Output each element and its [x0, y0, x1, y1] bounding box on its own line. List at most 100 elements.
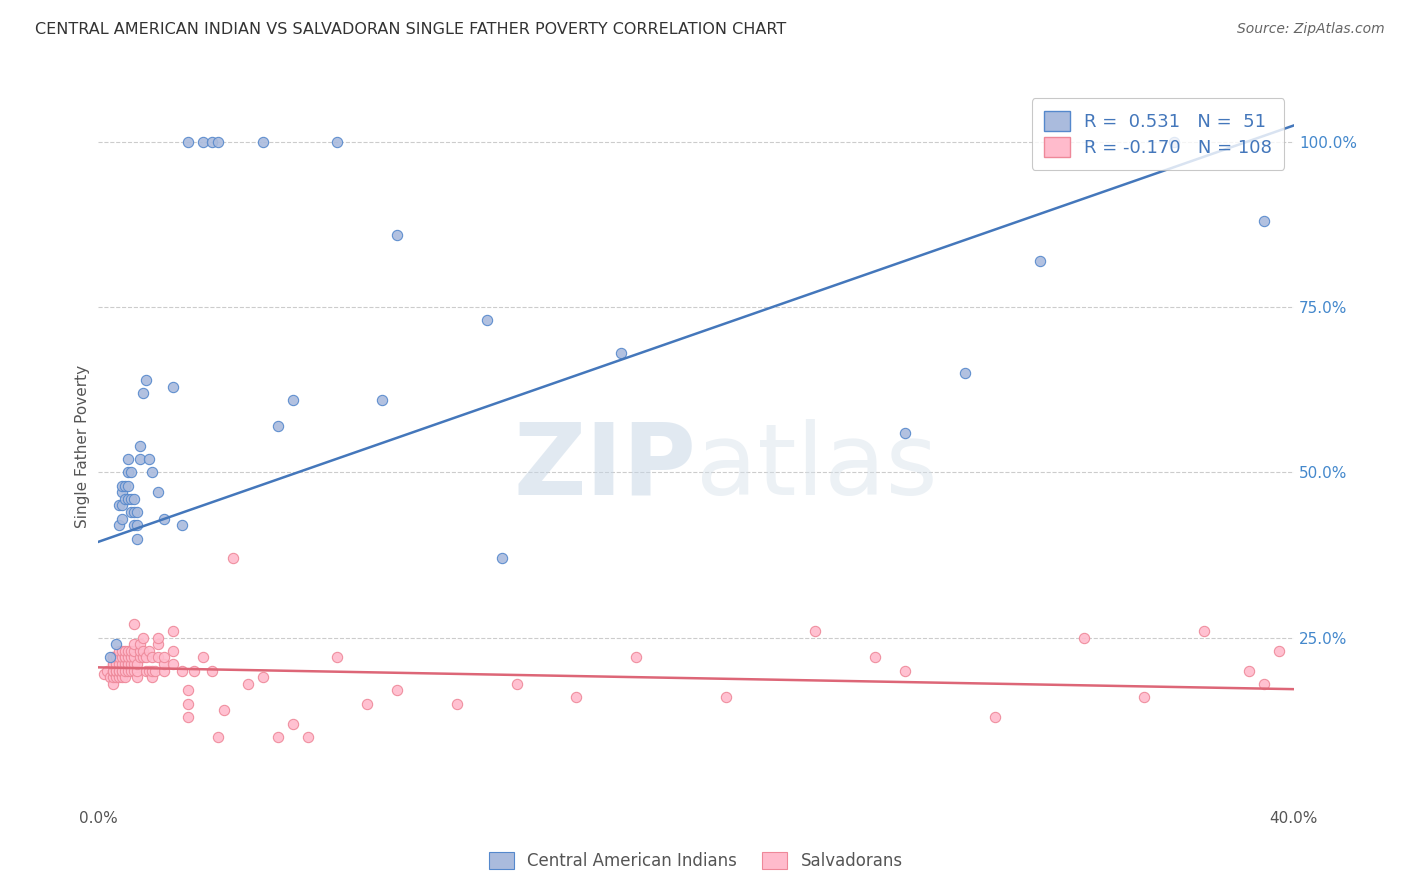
Point: [236, 677, 259, 691]
Point: [1163, 135, 1185, 149]
Point: [120, 644, 142, 658]
Point: [141, 670, 163, 684]
Point: [143, 664, 166, 678]
Point: [1253, 214, 1275, 228]
Point: [108, 670, 131, 684]
Point: [124, 518, 146, 533]
Point: [129, 439, 152, 453]
Point: [953, 367, 976, 381]
Point: [172, 518, 194, 533]
Point: [201, 664, 224, 678]
Point: [177, 710, 200, 724]
Point: [114, 650, 136, 665]
Point: [105, 657, 128, 671]
Point: [103, 664, 125, 678]
Point: [105, 664, 128, 678]
Point: [207, 730, 229, 744]
Point: [111, 670, 134, 684]
Point: [281, 392, 304, 407]
Point: [103, 657, 125, 671]
Point: [212, 703, 235, 717]
Point: [105, 650, 128, 665]
Point: [385, 683, 409, 698]
Point: [111, 664, 134, 678]
Text: CENTRAL AMERICAN INDIAN VS SALVADORAN SINGLE FATHER POVERTY CORRELATION CHART: CENTRAL AMERICAN INDIAN VS SALVADORAN SI…: [35, 22, 786, 37]
Point: [865, 650, 887, 665]
Point: [153, 664, 176, 678]
Point: [114, 670, 136, 684]
Text: atlas: atlas: [696, 419, 938, 516]
Point: [191, 135, 214, 149]
Point: [129, 650, 152, 665]
Point: [148, 637, 170, 651]
Point: [124, 650, 146, 665]
Point: [371, 392, 394, 407]
Point: [96, 664, 118, 678]
Text: ZIP: ZIP: [513, 419, 696, 516]
Point: [475, 313, 498, 327]
Point: [1133, 690, 1156, 704]
Point: [506, 677, 529, 691]
Point: [141, 664, 163, 678]
Point: [491, 551, 513, 566]
Point: [1267, 644, 1289, 658]
Point: [148, 650, 170, 665]
Point: [117, 657, 139, 671]
Point: [894, 664, 917, 678]
Point: [120, 664, 142, 678]
Point: [138, 664, 160, 678]
Point: [111, 485, 134, 500]
Point: [108, 664, 131, 678]
Point: [714, 690, 737, 704]
Point: [446, 697, 468, 711]
Point: [252, 135, 274, 149]
Point: [117, 491, 139, 506]
Point: [356, 697, 378, 711]
Point: [207, 135, 229, 149]
Point: [103, 650, 125, 665]
Point: [120, 657, 142, 671]
Point: [626, 650, 648, 665]
Y-axis label: Single Father Poverty: Single Father Poverty: [75, 365, 90, 527]
Point: [124, 664, 146, 678]
Point: [124, 505, 146, 519]
Point: [117, 478, 139, 492]
Point: [100, 670, 122, 684]
Point: [127, 670, 149, 684]
Point: [153, 650, 176, 665]
Point: [114, 650, 136, 665]
Point: [153, 657, 176, 671]
Point: [127, 657, 149, 671]
Point: [267, 419, 290, 434]
Point: [120, 650, 142, 665]
Point: [984, 710, 1007, 724]
Point: [565, 690, 588, 704]
Point: [201, 135, 224, 149]
Point: [105, 637, 128, 651]
Point: [114, 657, 136, 671]
Point: [111, 644, 134, 658]
Point: [326, 135, 349, 149]
Point: [129, 644, 152, 658]
Point: [105, 670, 128, 684]
Point: [93, 667, 115, 681]
Point: [108, 650, 131, 665]
Text: Source: ZipAtlas.com: Source: ZipAtlas.com: [1237, 22, 1385, 37]
Point: [135, 664, 157, 678]
Point: [135, 650, 157, 665]
Point: [108, 664, 131, 678]
Point: [117, 466, 139, 480]
Point: [132, 650, 155, 665]
Point: [1253, 677, 1275, 691]
Point: [135, 373, 157, 387]
Point: [108, 499, 131, 513]
Point: [1073, 631, 1095, 645]
Point: [1237, 664, 1260, 678]
Point: [148, 485, 170, 500]
Point: [894, 425, 917, 440]
Point: [804, 624, 827, 638]
Point: [105, 664, 128, 678]
Point: [1028, 254, 1050, 268]
Point: [120, 505, 142, 519]
Point: [114, 664, 136, 678]
